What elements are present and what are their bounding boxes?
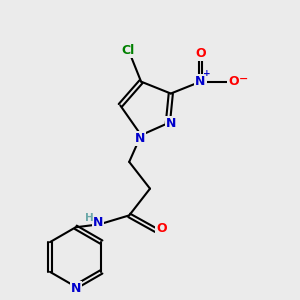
Text: H: H xyxy=(85,213,93,223)
Text: N: N xyxy=(166,117,177,130)
Text: N: N xyxy=(134,132,145,145)
Text: Cl: Cl xyxy=(121,44,134,57)
Text: −: − xyxy=(239,74,248,84)
Text: O: O xyxy=(156,222,166,235)
Text: O: O xyxy=(228,75,238,88)
Text: N: N xyxy=(93,216,103,229)
Text: N: N xyxy=(70,282,81,295)
Text: O: O xyxy=(195,47,206,60)
Text: N: N xyxy=(195,75,206,88)
Text: +: + xyxy=(203,69,211,78)
